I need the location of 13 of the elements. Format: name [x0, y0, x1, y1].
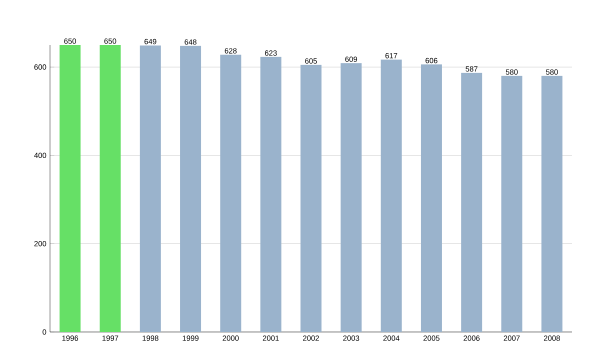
bar — [461, 72, 482, 332]
bar — [300, 64, 322, 332]
bar — [60, 45, 81, 332]
bar — [420, 64, 442, 332]
bar — [100, 45, 121, 332]
bar — [501, 76, 522, 332]
bar — [541, 76, 562, 332]
bar — [140, 45, 161, 332]
bar — [180, 46, 202, 332]
bar — [380, 60, 402, 332]
bar — [260, 56, 282, 332]
bar — [340, 63, 362, 332]
bar — [220, 54, 242, 332]
